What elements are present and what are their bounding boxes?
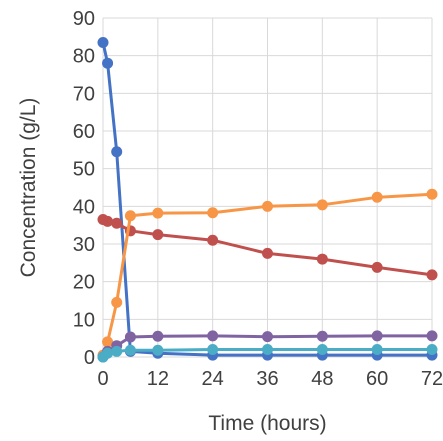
tick-labels: 0 10 20 30 40 50 60 70 80 90 0 12 24 36 48 60 72 xyxy=(73,8,443,390)
data-point xyxy=(102,336,114,348)
x-tick-label: 36 xyxy=(256,368,278,390)
data-point xyxy=(316,199,328,211)
x-tick-label: 72 xyxy=(421,368,443,390)
x-tick-label: 0 xyxy=(97,368,108,390)
data-point xyxy=(371,261,383,273)
data-point xyxy=(316,343,328,355)
data-point xyxy=(262,247,273,259)
series-2 xyxy=(97,214,438,281)
data-point xyxy=(111,146,123,158)
data-point xyxy=(124,210,136,222)
data-point xyxy=(262,200,273,212)
data-point xyxy=(207,234,219,246)
data-point xyxy=(111,345,123,357)
data-point xyxy=(152,344,164,356)
series-3 xyxy=(97,188,438,361)
x-tick-label: 60 xyxy=(366,368,388,390)
y-tick-label: 70 xyxy=(73,83,95,105)
data-point xyxy=(102,215,114,227)
series-layer xyxy=(97,36,438,363)
y-axis-title: Concentration (g/L) xyxy=(17,98,40,278)
data-point xyxy=(207,207,219,219)
y-tick-label: 50 xyxy=(73,159,95,181)
data-point xyxy=(97,36,109,48)
y-tick-label: 30 xyxy=(73,234,95,256)
data-point xyxy=(316,253,328,265)
series-5 xyxy=(97,343,438,363)
data-point xyxy=(371,191,383,203)
x-tick-label: 48 xyxy=(311,368,333,390)
data-point xyxy=(111,296,123,308)
data-point xyxy=(371,343,383,355)
series-line xyxy=(101,42,432,357)
data-point xyxy=(152,330,164,342)
data-point xyxy=(207,343,219,355)
data-point xyxy=(111,217,123,229)
series-line xyxy=(101,192,433,356)
y-tick-label: 90 xyxy=(73,8,95,30)
data-point xyxy=(124,344,136,356)
y-tick-label: 0 xyxy=(84,347,95,369)
x-tick-label: 24 xyxy=(202,368,224,390)
data-point xyxy=(152,207,164,219)
data-point xyxy=(207,330,219,342)
data-point xyxy=(102,57,114,69)
x-tick-label: 12 xyxy=(147,368,169,390)
data-point xyxy=(124,331,136,343)
y-tick-label: 60 xyxy=(73,121,95,143)
data-point xyxy=(262,343,273,355)
y-tick-label: 20 xyxy=(73,272,95,294)
y-tick-label: 40 xyxy=(73,196,95,218)
data-point xyxy=(371,330,383,342)
data-point xyxy=(102,347,114,359)
data-point xyxy=(316,330,328,342)
data-point xyxy=(426,188,438,200)
y-tick-label: 10 xyxy=(73,309,95,331)
data-point xyxy=(262,331,273,343)
grid-lines xyxy=(102,17,433,358)
data-point xyxy=(152,229,164,241)
data-point xyxy=(426,269,438,281)
x-axis-title: Time (hours) xyxy=(208,412,326,435)
y-tick-label: 80 xyxy=(73,46,95,68)
data-point xyxy=(426,330,438,342)
data-point xyxy=(426,343,438,355)
